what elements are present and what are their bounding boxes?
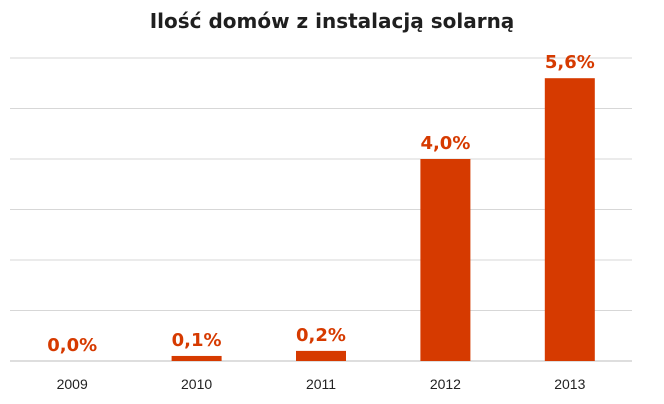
grid-layer <box>10 57 632 362</box>
bar-2012 <box>420 159 471 361</box>
data-label-2012: 4,0% <box>420 133 470 154</box>
x-tick-label-2010: 2010 <box>181 376 212 392</box>
data-labels-layer: 0,0% 0,1% 0,2% 4,0% 5,6% <box>47 52 595 356</box>
chart-title: Ilość domów z instalacją solarną <box>150 9 515 33</box>
bar-2010 <box>171 355 222 361</box>
data-label-2013: 5,6% <box>545 52 595 73</box>
x-tick-labels-layer: 2009 2010 2011 2012 2013 <box>57 376 586 392</box>
x-tick-label-2009: 2009 <box>57 376 88 392</box>
x-tick-label-2012: 2012 <box>430 376 461 392</box>
bars-layer <box>171 78 595 361</box>
x-tick-label-2011: 2011 <box>306 376 336 392</box>
data-label-2009: 0,0% <box>47 335 97 356</box>
data-label-2011: 0,2% <box>296 325 346 346</box>
data-label-2010: 0,1% <box>172 330 222 351</box>
bar-2011 <box>296 350 346 361</box>
x-tick-label-2013: 2013 <box>554 376 585 392</box>
bar-2013 <box>544 78 595 361</box>
